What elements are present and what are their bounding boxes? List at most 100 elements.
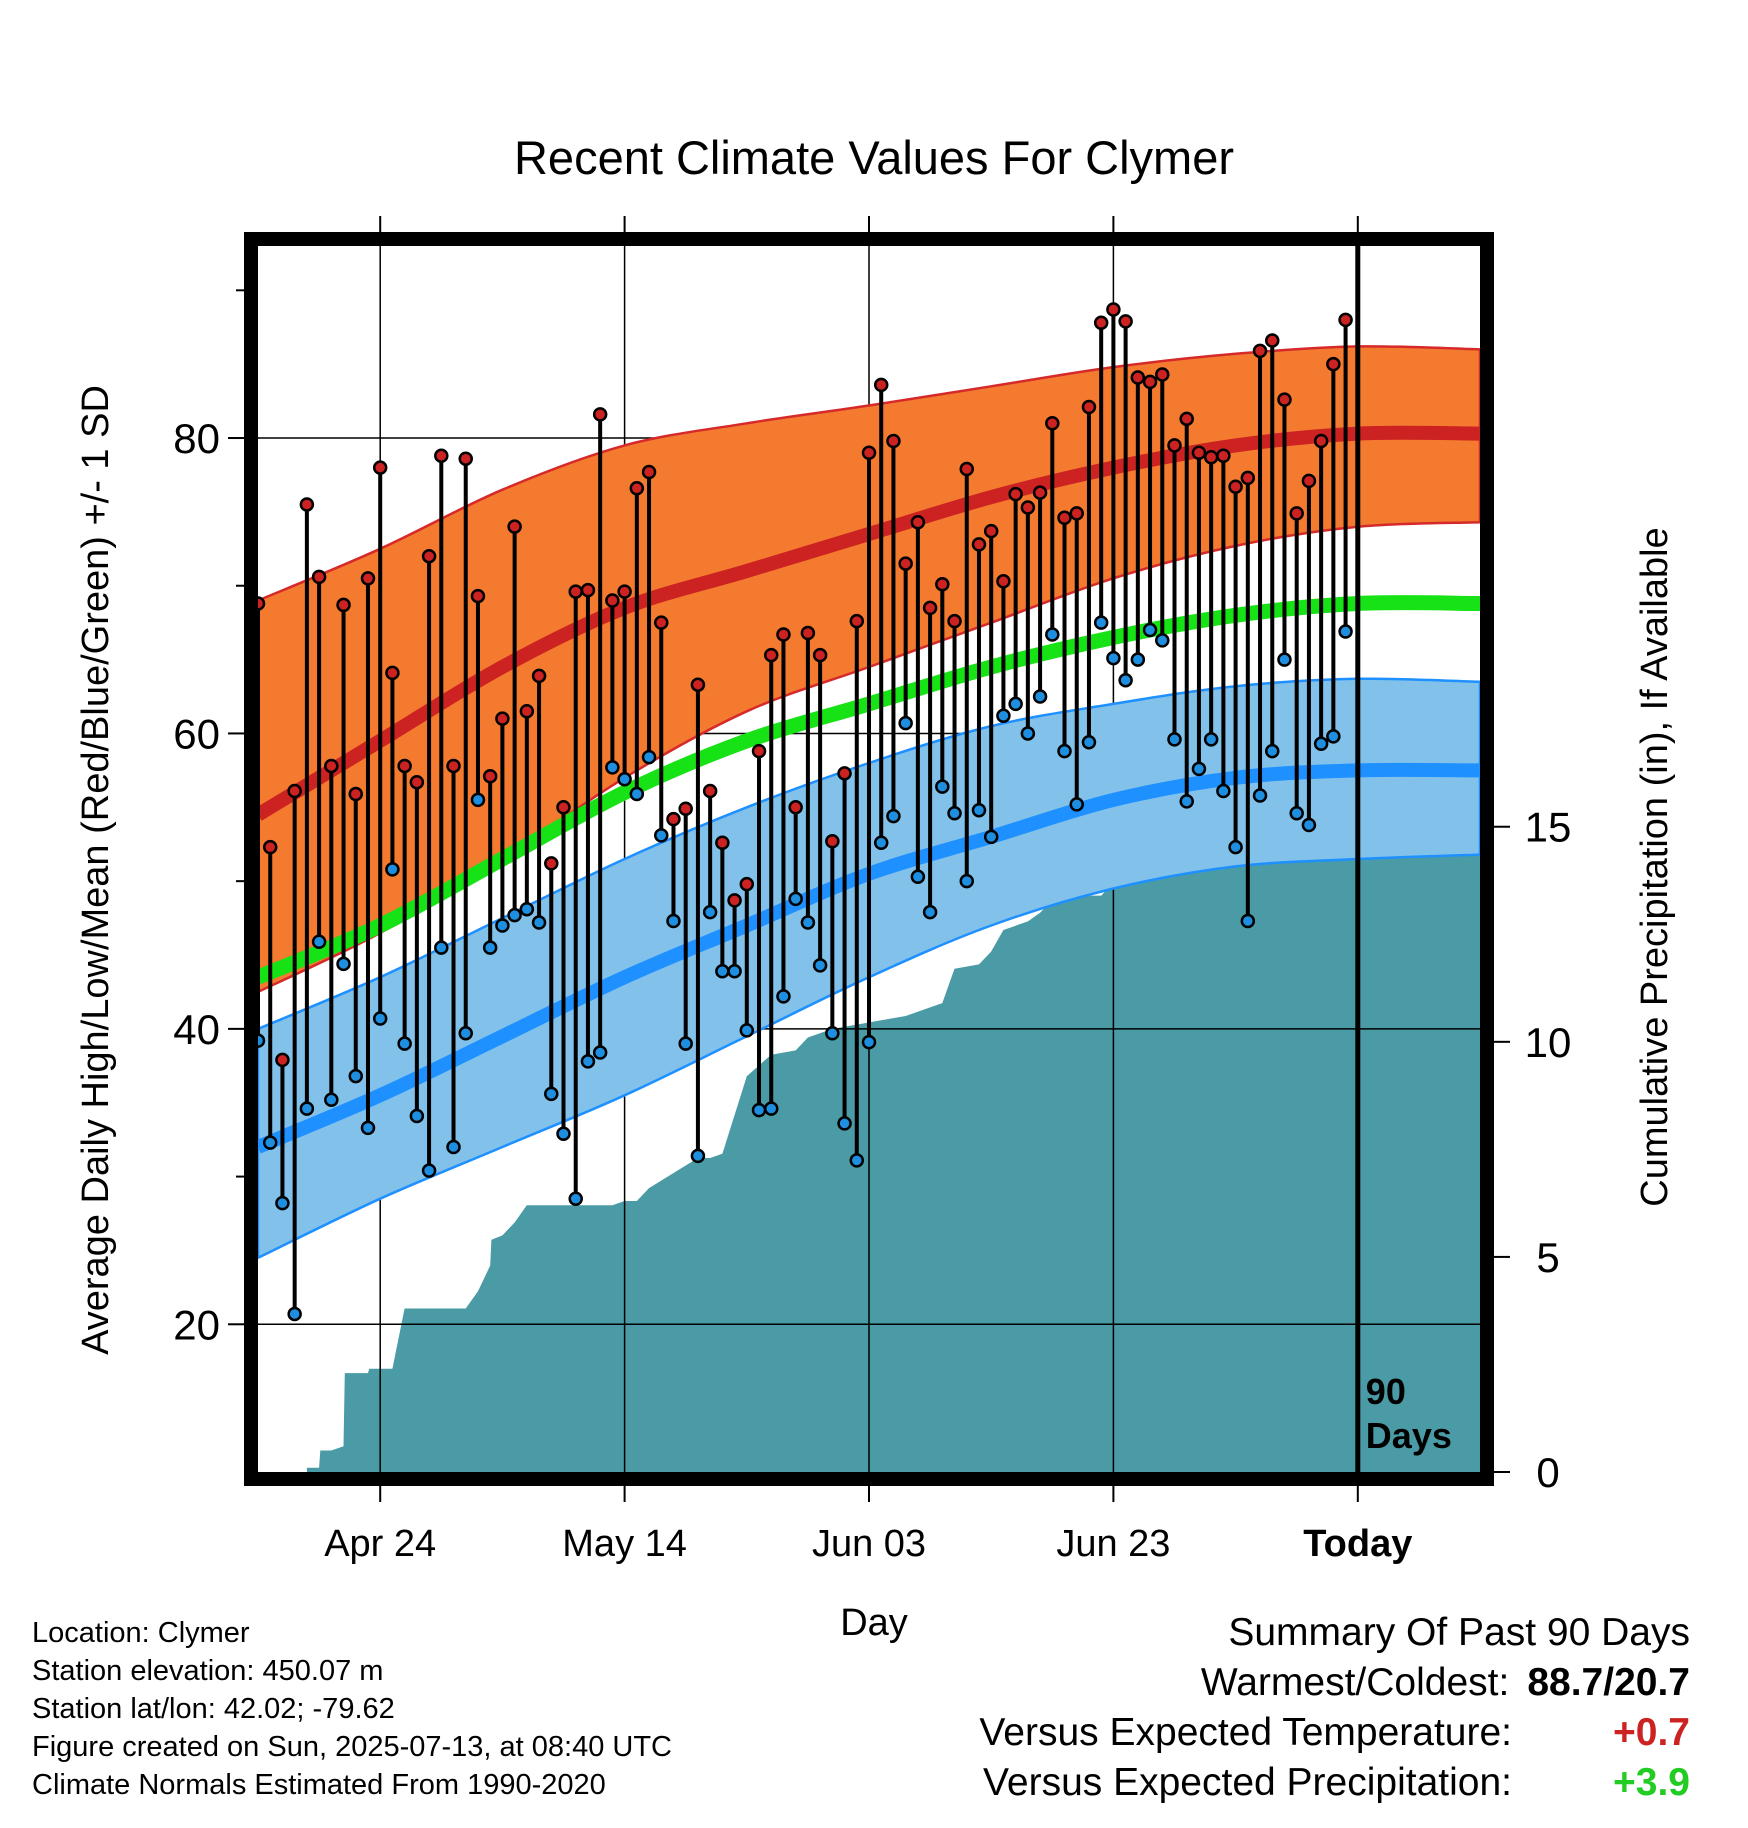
daily-high-point [568,584,583,599]
daily-low-point [1301,817,1317,833]
daily-low-point [1032,689,1048,704]
daily-high-point [482,769,498,784]
daily-high-point [519,704,535,719]
daily-high-point [544,856,559,871]
daily-high-point [776,627,791,642]
daily-low-point [1142,622,1158,638]
daily-low-point [1191,761,1207,777]
daily-low-point [947,805,962,821]
daily-high-point [654,615,669,630]
x-tick-label: May 14 [562,1523,687,1565]
daily-low-point [1289,805,1304,821]
daily-low-point [495,918,510,933]
daily-low-point [678,1036,693,1051]
daily-high-point [1252,343,1268,359]
daily-high-point [910,514,926,530]
daily-low-point [971,803,987,818]
daily-low-point [1155,633,1170,648]
daily-high-point [1045,416,1060,431]
daily-high-point [629,480,645,496]
daily-low-point [1045,627,1060,642]
daily-high-point [262,839,278,855]
daily-high-point [935,577,950,592]
x-tick-label: Jun 23 [1056,1523,1170,1565]
daily-high-point [983,523,999,539]
daily-high-point [898,556,913,571]
normals-text: Climate Normals Estimated From 1990-2020 [32,1769,606,1801]
y2-tick-label: 10 [1525,1019,1572,1066]
daily-high-point [1118,314,1133,329]
daily-high-point [336,597,351,613]
daily-high-point [556,800,571,815]
daily-low-point [861,1034,877,1050]
daily-low-point [372,1011,388,1026]
x-tick-label: Today [1303,1523,1412,1565]
daily-low-point [519,901,535,917]
daily-low-point [1240,913,1256,929]
daily-low-point [482,940,498,955]
today-annotation: 90 [1366,1371,1406,1412]
daily-low-point [348,1068,364,1084]
daily-high-point [849,613,865,629]
daily-low-point [727,964,742,979]
daily-high-point [617,584,632,599]
daily-high-point [397,758,412,774]
daily-low-point [1277,652,1292,667]
daily-low-point [360,1120,376,1136]
daily-high-point [886,433,901,449]
daily-high-point [873,377,889,393]
daily-high-point [996,574,1011,589]
daily-high-point [825,834,840,849]
daily-low-point [470,792,486,808]
summary-heading: Summary Of Past 90 Days [1228,1611,1690,1654]
daily-low-point [1057,743,1072,759]
daily-high-point [531,668,547,684]
daily-high-point [641,464,657,480]
daily-low-point [568,1191,583,1206]
daily-high-point [1142,374,1158,390]
daily-low-point [458,1026,473,1041]
daily-high-point [324,758,339,774]
daily-low-point [421,1163,437,1178]
daily-high-point [837,766,852,781]
daily-low-point [592,1045,608,1060]
daily-high-point [1289,506,1304,521]
daily-low-point [324,1092,339,1108]
daily-low-point [258,1033,266,1048]
daily-high-point [446,758,461,774]
daily-low-point [605,760,620,775]
daily-high-point [702,783,718,799]
daily-high-point [372,460,388,475]
daily-high-point [947,613,962,629]
daily-low-point [873,835,889,851]
daily-high-point [1203,449,1219,465]
daily-low-point [922,904,938,920]
daily-low-point [959,873,975,889]
precip-anomaly-label: Versus Expected Precipitation: [983,1761,1512,1804]
daily-high-point [311,569,327,585]
daily-high-point [1338,312,1353,328]
y2-tick-label: 5 [1536,1234,1559,1281]
daily-high-point [788,800,803,815]
warmest-coldest-row: Warmest/Coldest: 88.7/20.7 [979,1658,1690,1708]
daily-low-point [812,958,828,973]
daily-low-point [910,869,926,884]
daily-high-point [275,1052,290,1068]
plot-frame [244,232,1494,1486]
daily-high-point [1313,433,1329,449]
daily-low-point [299,1101,315,1116]
daily-low-point [886,808,901,824]
x-tick-label: Apr 24 [324,1523,436,1565]
daily-high-point [385,665,400,681]
daily-low-point [311,934,327,949]
daily-high-point [1326,356,1341,372]
y-tick-label: 80 [173,415,220,462]
daily-high-point [666,811,681,827]
daily-low-point [531,915,547,930]
value-separator: / [1603,1661,1615,1704]
temp-anomaly-label: Versus Expected Temperature: [979,1711,1512,1754]
daily-low-point [751,1102,767,1118]
daily-high-point [1069,506,1084,521]
daily-high-point [495,711,510,726]
daily-low-point [763,1101,779,1116]
